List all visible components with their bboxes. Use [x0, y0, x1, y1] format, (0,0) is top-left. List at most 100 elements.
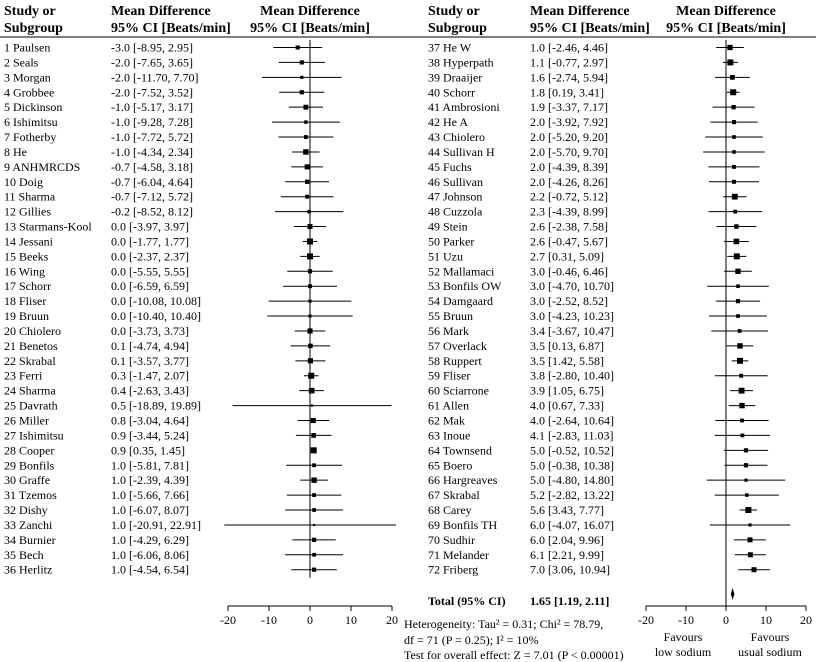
study-header-line1: Study or: [4, 4, 56, 19]
point-marker-7: [303, 135, 308, 139]
study-ci: -1.0 [-4.34, 2.34]: [111, 145, 193, 159]
study-ci: 0.0 [-3.97, 3.97]: [111, 220, 189, 234]
study-label: 58 Ruppert: [428, 354, 482, 368]
study-label: 26 Miller: [4, 414, 49, 428]
study-label: 35 Bech: [4, 548, 44, 562]
point-marker-23: [308, 372, 315, 379]
point-marker-53: [736, 284, 740, 289]
study-ci: 0.8 [-3.04, 4.64]: [111, 414, 189, 428]
study-ci: -1.0 [-9.28, 7.28]: [111, 115, 193, 129]
study-label: 2 Seals: [4, 55, 39, 69]
study-label: 72 Friberg: [428, 563, 478, 577]
study-label: 53 Bonfils OW: [428, 279, 502, 293]
x-tick-label: 20: [386, 613, 398, 627]
study-ci: 2.6 [-2.38, 7.58]: [530, 220, 608, 234]
study-label: 23 Ferri: [4, 369, 43, 383]
point-marker-29: [312, 463, 316, 468]
pooled-diamond: [730, 588, 735, 600]
study-ci: 0.0 [-10.40, 10.40]: [111, 309, 201, 323]
point-marker-57: [737, 343, 743, 349]
study-ci: -2.0 [-7.52, 3.52]: [111, 85, 193, 99]
study-ci: 2.0 [-4.39, 8.39]: [530, 160, 608, 174]
x-tick-label: 10: [760, 613, 772, 627]
study-label: 29 Bonfils: [4, 458, 55, 472]
study-label: 41 Ambrosioni: [428, 100, 500, 114]
point-marker-67: [745, 493, 749, 497]
study-label: 59 Fliser: [428, 369, 470, 383]
point-marker-40: [730, 89, 737, 96]
point-marker-72: [751, 567, 757, 573]
point-marker-17: [308, 284, 312, 289]
study-label: 63 Inoue: [428, 428, 470, 442]
point-marker-25: [310, 404, 314, 407]
study-label: 67 Skrabal: [428, 488, 480, 502]
study-label: 71 Melander: [428, 548, 489, 562]
study-ci: 2.0 [-5.70, 9.70]: [530, 145, 608, 159]
study-ci: 0.9 [0.35, 1.45]: [111, 443, 185, 457]
study-label: 68 Carey: [428, 503, 472, 517]
study-ci: 0.5 [-18.89, 19.89]: [111, 399, 201, 413]
point-marker-39: [730, 74, 735, 80]
point-marker-41: [731, 105, 736, 110]
study-label: 11 Sharma: [4, 190, 56, 204]
study-label: 8 He: [4, 145, 27, 159]
heterogeneity-line2: df = 71 (P = 0.25); I² = 10%: [404, 633, 538, 647]
point-marker-38: [727, 59, 734, 66]
study-ci: 0.0 [-10.08, 10.08]: [111, 294, 201, 308]
study-label: 47 Johnson: [428, 190, 482, 204]
study-label: 3 Morgan: [4, 70, 51, 84]
point-marker-14: [307, 238, 313, 245]
plot-header-line2-right: 95% CI [Beats/min]: [666, 21, 786, 36]
md-header-line1: Mean Difference: [111, 4, 211, 19]
study-ci: -0.7 [-6.04, 4.64]: [111, 175, 193, 189]
study-label: 14 Jessani: [4, 234, 54, 248]
study-ci: 0.4 [-2.63, 3.43]: [111, 384, 189, 398]
study-ci: -2.0 [-7.65, 3.65]: [111, 55, 193, 69]
point-marker-60: [738, 387, 745, 394]
point-marker-12: [307, 209, 311, 214]
study-label: 34 Burnier: [4, 533, 56, 547]
study-label: 15 Beeks: [4, 249, 49, 263]
study-ci: 4.1 [-2.83, 11.03]: [530, 428, 614, 442]
point-marker-37: [727, 44, 733, 51]
study-label: 27 Ishimitsu: [4, 428, 64, 442]
study-ci: 2.0 [-5.20, 9.20]: [530, 130, 608, 144]
study-ci: 3.9 [1.05, 6.75]: [530, 384, 604, 398]
point-marker-59: [739, 373, 744, 378]
study-label: 54 Damgaard: [428, 294, 493, 308]
study-ci: 1.6 [-2.74, 5.94]: [530, 70, 608, 84]
study-label: 33 Zanchi: [4, 518, 53, 532]
study-ci: 3.0 [-4.70, 10.70]: [530, 279, 614, 293]
study-label: 40 Schorr: [428, 85, 475, 99]
study-ci: 3.0 [-2.52, 8.52]: [530, 294, 608, 308]
study-label: 25 Davrath: [4, 399, 58, 413]
study-label: 44 Sullivan H: [428, 145, 495, 159]
point-marker-68: [745, 507, 752, 514]
x-tick-label: 20: [800, 613, 812, 627]
study-ci: 0.0 [-6.59, 6.59]: [111, 279, 189, 293]
study-label: 50 Parker: [428, 234, 474, 248]
study-label: 36 Herlitz: [4, 563, 52, 577]
point-marker-8: [303, 149, 309, 155]
study-label: 37 He W: [428, 41, 472, 55]
total-label: Total (95% CI): [428, 594, 506, 608]
point-marker-48: [733, 209, 738, 214]
point-marker-11: [305, 194, 310, 199]
study-ci: 1.0 [-2.46, 4.46]: [530, 41, 608, 55]
x-tick-label: 0: [307, 613, 313, 627]
x-tick-label: 0: [723, 613, 729, 627]
point-marker-54: [735, 299, 741, 304]
study-ci: -1.0 [-7.72, 5.72]: [111, 130, 193, 144]
study-ci: 3.0 [-4.23, 10.23]: [530, 309, 614, 323]
study-ci: 2.2 [-0.72, 5.12]: [530, 190, 608, 204]
point-marker-27: [311, 433, 317, 438]
point-marker-65: [743, 463, 749, 468]
study-ci: 0.9 [-3.44, 5.24]: [111, 428, 189, 442]
overall-effect: Test for overall effect: Z = 7.01 (P < 0…: [404, 648, 624, 662]
study-label: 43 Chiolero: [428, 130, 485, 144]
study-label: 62 Mak: [428, 414, 465, 428]
study-ci: 1.0 [-20.91, 22.91]: [111, 518, 201, 532]
point-marker-2: [299, 60, 304, 65]
study-ci: -2.0 [-11.70, 7.70]: [111, 70, 199, 84]
